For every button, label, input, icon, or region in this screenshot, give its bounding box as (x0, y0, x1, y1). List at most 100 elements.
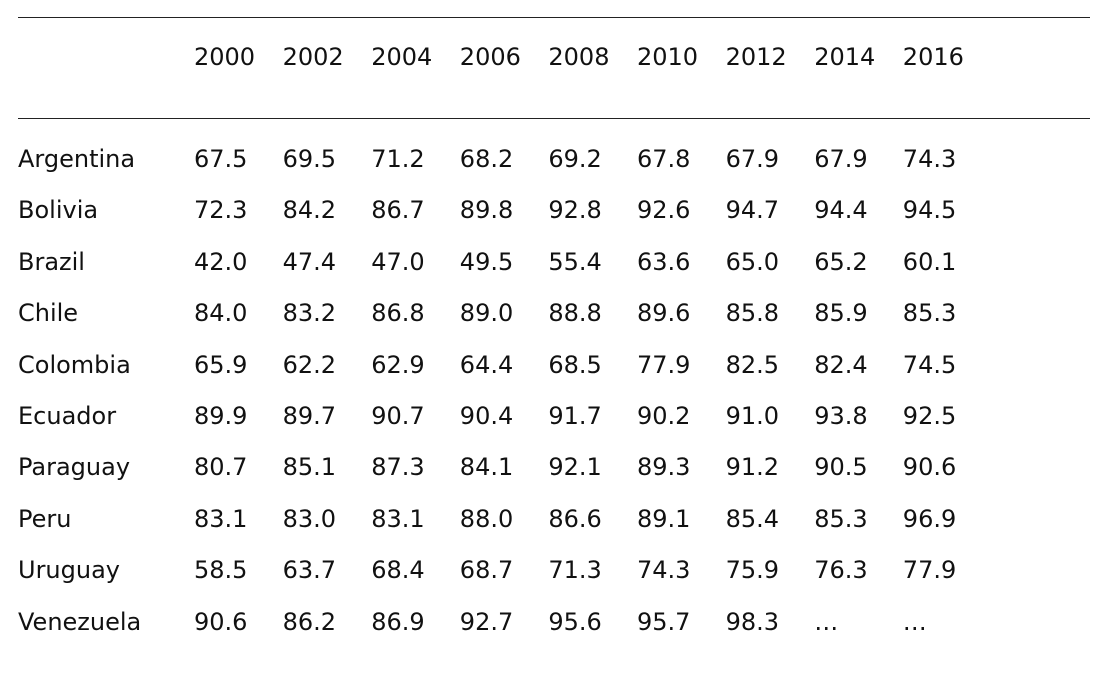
header-rule (18, 118, 1090, 119)
table-cell: 68.2 (459, 145, 514, 173)
table-cell: 89.1 (637, 504, 691, 533)
table-cell: 82.4 (814, 350, 868, 379)
table-cell: 74.3 (902, 145, 957, 173)
column-header: 2006 (459, 43, 521, 71)
table-cell: 92.7 (459, 607, 514, 636)
table-cell: 74.3 (637, 556, 691, 585)
table-cell: 83.1 (371, 504, 425, 533)
column-header: 2008 (548, 43, 610, 71)
table-cell: 63.7 (282, 556, 337, 585)
table-cell: 92.1 (548, 453, 602, 482)
table-cell: 71.3 (548, 556, 602, 585)
table-cell: 94.7 (725, 196, 780, 225)
table-cell: 47.0 (371, 247, 425, 276)
row-label: Colombia (18, 350, 131, 379)
table-cell: 72.3 (194, 196, 248, 225)
table-cell: 65.0 (725, 247, 780, 276)
table-cell: 85.3 (902, 299, 957, 328)
row-label: Uruguay (18, 556, 120, 585)
table-cell: 92.5 (902, 402, 957, 430)
row-label: Ecuador (18, 402, 117, 430)
top-rule (18, 17, 1090, 18)
table-cell: … (814, 607, 839, 636)
table-cell: 89.6 (637, 299, 691, 328)
table-cell: 68.4 (371, 556, 425, 585)
table-cell: 89.3 (637, 453, 691, 482)
table-cell: 96.9 (902, 504, 957, 533)
table-cell: 71.2 (371, 145, 425, 173)
column-header: 2004 (371, 43, 433, 71)
table-cell: 62.9 (371, 350, 425, 379)
table-cell: 90.6 (194, 607, 248, 636)
row-label: Chile (18, 299, 79, 328)
table-cell: 83.0 (282, 504, 337, 533)
table-cell: 92.8 (548, 196, 602, 225)
table-cell: 68.5 (548, 350, 602, 379)
table-cell: 90.4 (459, 402, 514, 430)
table-cell: 42.0 (194, 247, 248, 276)
table-cell: 67.9 (725, 145, 780, 173)
table-cell: 94.4 (814, 196, 868, 225)
table-cell: 85.8 (725, 299, 780, 328)
column-header: 2016 (902, 43, 964, 71)
table-cell: 47.4 (282, 247, 337, 276)
table-cell: 75.9 (725, 556, 780, 585)
table-cell: 86.9 (371, 607, 425, 636)
table-cell: 91.2 (725, 453, 780, 482)
row-label: Brazil (18, 247, 85, 276)
table-cell: 89.0 (459, 299, 514, 328)
table-cell: … (902, 607, 927, 636)
table-cell: 60.1 (902, 247, 957, 276)
table-cell: 67.9 (814, 145, 868, 173)
table-cell: 64.4 (459, 350, 514, 379)
table-cell: 85.1 (282, 453, 337, 482)
table-cell: 91.0 (725, 402, 780, 430)
table-cell: 86.6 (548, 504, 602, 533)
table-cell: 68.7 (459, 556, 514, 585)
table-cell: 69.2 (548, 145, 602, 173)
table-cell: 83.2 (282, 299, 337, 328)
table-cell: 65.9 (194, 350, 248, 379)
table-cell: 85.4 (725, 504, 780, 533)
column-header: 2000 (194, 43, 256, 71)
table-cell: 90.5 (814, 453, 868, 482)
table-cell: 77.9 (637, 350, 691, 379)
table-cell: 92.6 (637, 196, 691, 225)
table-cell: 86.7 (371, 196, 425, 225)
column-header: 2002 (282, 43, 344, 71)
row-label: Venezuela (18, 607, 142, 636)
column-header: 2010 (637, 43, 699, 71)
table-cell: 89.7 (282, 402, 337, 430)
table-cell: 98.3 (725, 607, 780, 636)
table-cell: 95.7 (637, 607, 691, 636)
row-label: Argentina (18, 145, 136, 173)
table-cell: 69.5 (282, 145, 337, 173)
table-cell: 85.3 (814, 504, 868, 533)
row-label: Peru (18, 504, 72, 533)
table-cell: 91.7 (548, 402, 602, 430)
table-cell: 82.5 (725, 350, 780, 379)
table-cell: 77.9 (902, 556, 957, 585)
table-cell: 84.2 (282, 196, 337, 225)
table-cell: 90.7 (371, 402, 425, 430)
table-cell: 83.1 (194, 504, 248, 533)
table-cell: 67.5 (194, 145, 248, 173)
table-cell: 86.8 (371, 299, 425, 328)
table-cell: 89.8 (459, 196, 514, 225)
table-cell: 90.2 (637, 402, 691, 430)
table-cell: 80.7 (194, 453, 248, 482)
table-cell: 58.5 (194, 556, 248, 585)
table-cell: 93.8 (814, 402, 868, 430)
table-cell: 67.8 (637, 145, 691, 173)
table-cell: 88.0 (459, 504, 514, 533)
table-cell: 90.6 (902, 453, 957, 482)
row-label: Paraguay (18, 453, 131, 482)
table-cell: 49.5 (459, 247, 514, 276)
table-cell: 84.1 (459, 453, 514, 482)
row-label: Bolivia (18, 196, 99, 225)
table-cell: 86.2 (282, 607, 337, 636)
table-cell: 85.9 (814, 299, 868, 328)
table-cell: 84.0 (194, 299, 248, 328)
table-cell: 87.3 (371, 453, 425, 482)
